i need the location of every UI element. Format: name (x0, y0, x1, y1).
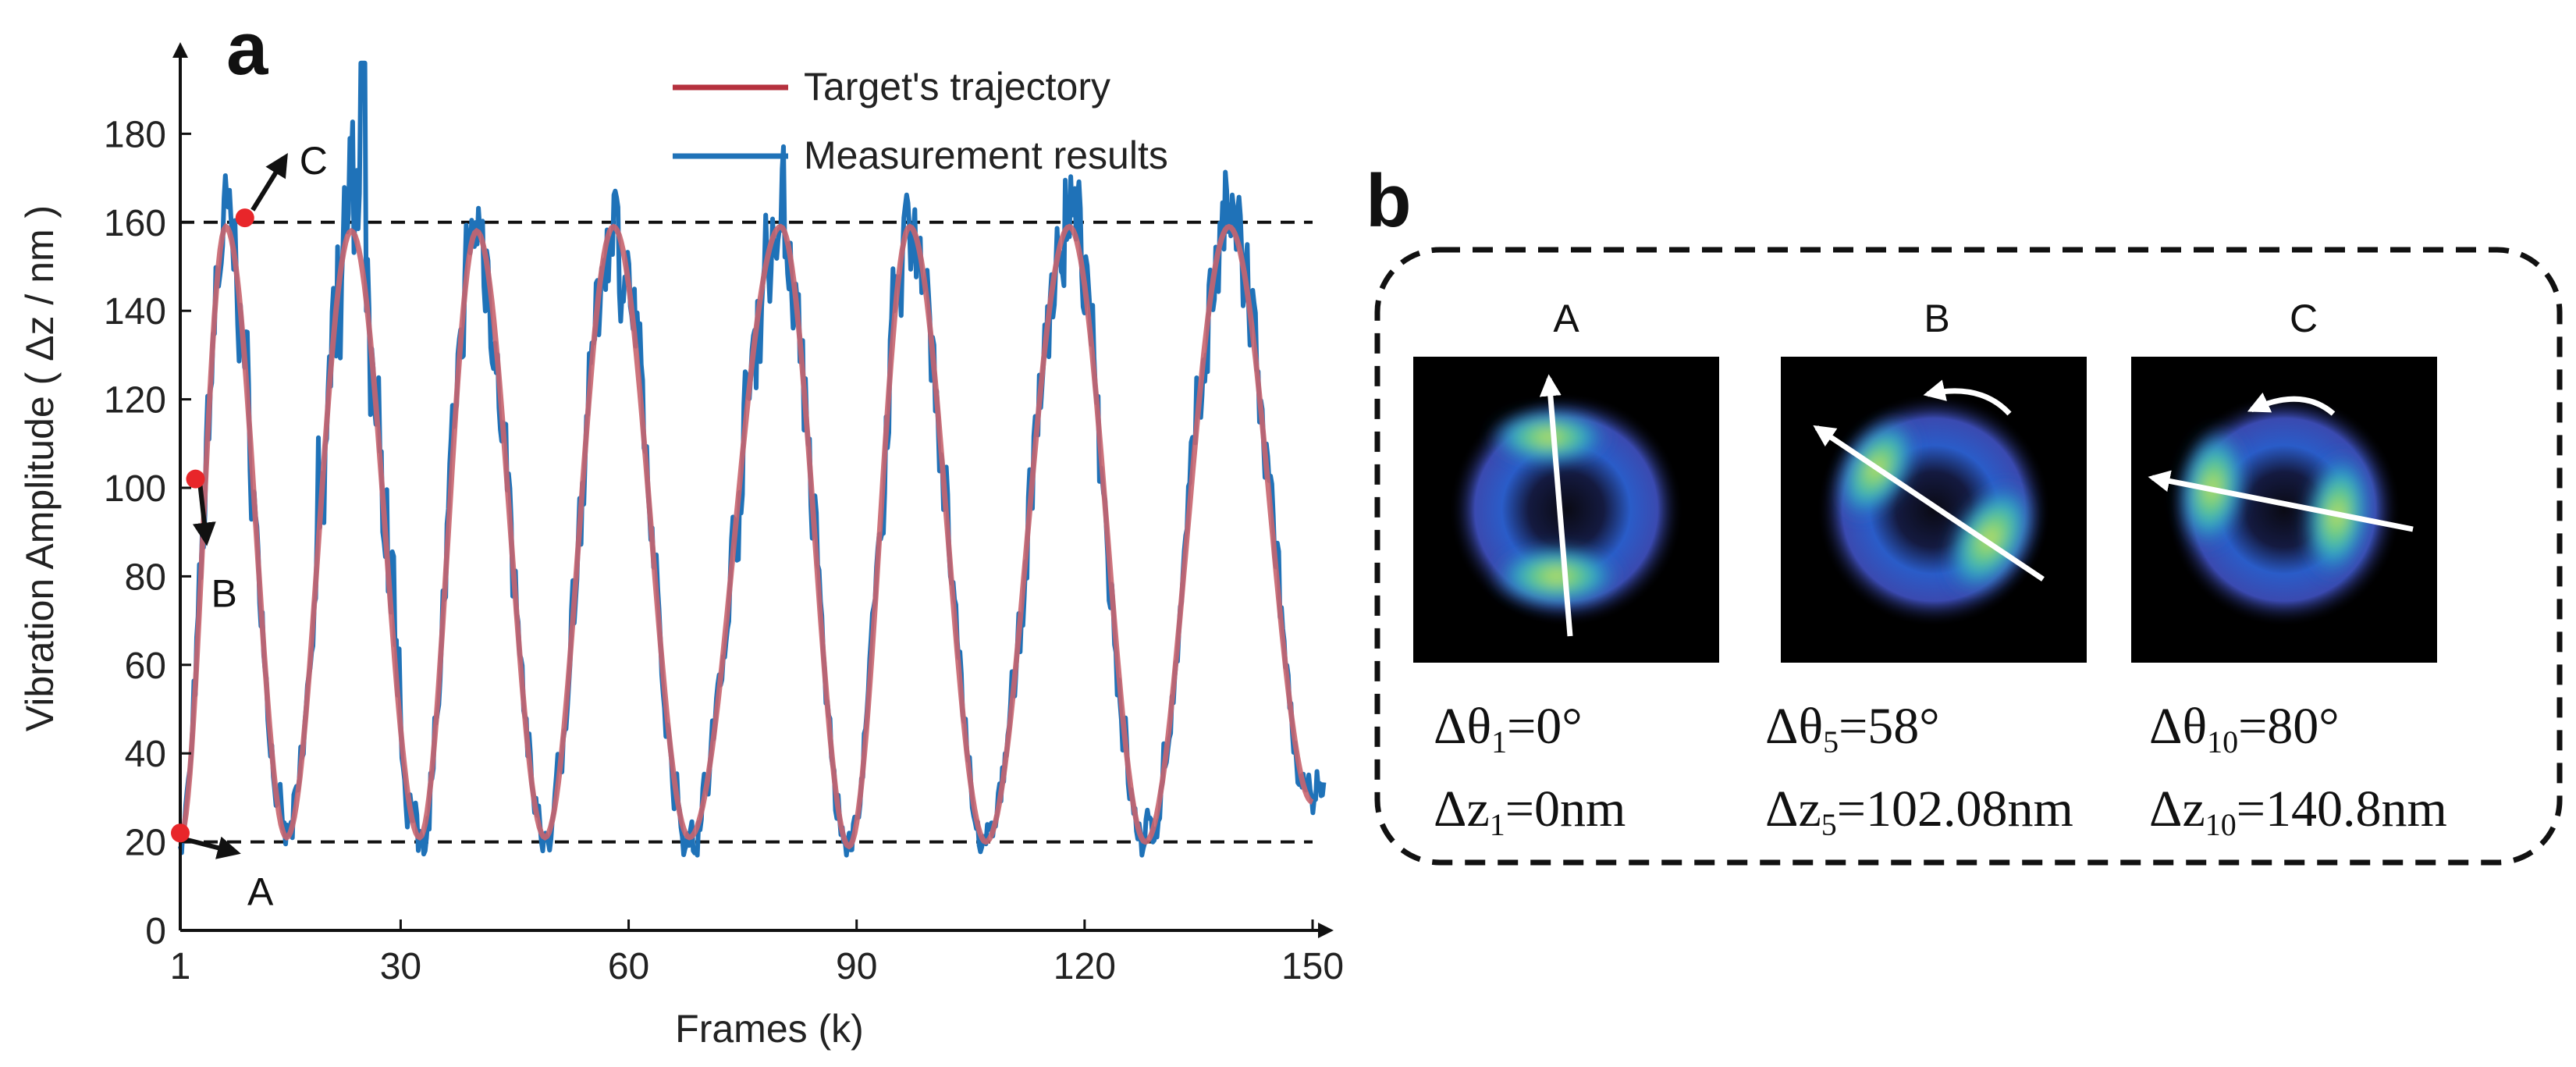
marker-arrow-c (250, 153, 288, 212)
target-line (178, 222, 1314, 850)
image-a-title: A (1553, 297, 1579, 340)
x-ticks: 1 30 60 90 120 150 (170, 919, 1344, 987)
y-ticks: 0 20 40 60 80 100 120 140 160 180 (104, 114, 191, 952)
orientation-arrow-b (1813, 425, 2045, 582)
y-tick-label: 140 (104, 291, 166, 333)
reference-lines (180, 220, 1313, 844)
legend-measurement-label: Measurement results (804, 133, 1168, 177)
marker-point-b (186, 469, 205, 489)
image-b-group: B Δθ5=58° Δz5=102.08nm (1765, 297, 2087, 842)
y-tick-label: 180 (104, 114, 166, 155)
rotation-arrow-b (1923, 379, 2012, 416)
panel-a: a Vibration Amplitude ( Δz / nm ) Frames… (18, 7, 1344, 1051)
image-a-group: A Δθ1=0° Δz1=0nm (1413, 297, 1719, 842)
y-tick-label: 160 (104, 203, 166, 244)
orientation-arrow-a (1539, 374, 1573, 637)
orientation-arrow-c (2148, 470, 2414, 532)
panel-b: b A Δθ1=0° Δz1=0nm B (1366, 159, 2563, 866)
y-tick-label: 60 (125, 646, 166, 687)
x-tick-label: 60 (608, 946, 649, 987)
image-a-theta: Δθ1=0° (1434, 698, 1583, 759)
image-b-theta: Δθ5=58° (1765, 698, 1940, 759)
panel-b-frame (1374, 247, 2563, 866)
point-markers: A B C (171, 139, 328, 913)
image-c-theta: Δθ10=80° (2149, 698, 2340, 759)
y-tick-label: 80 (125, 557, 166, 598)
image-a-z: Δz1=0nm (1434, 781, 1626, 842)
beam-image-c (2131, 357, 2437, 663)
marker-label-a: A (247, 870, 274, 913)
marker-arrow-b (192, 485, 216, 546)
image-c-z: Δz10=140.8nm (2149, 781, 2447, 842)
y-tick-label: 20 (125, 823, 166, 864)
y-axis-title: Vibration Amplitude ( Δz / nm ) (18, 205, 62, 731)
y-tick-label: 0 (145, 911, 166, 952)
marker-arrow-a (184, 836, 241, 859)
x-tick-label: 120 (1053, 946, 1116, 987)
image-b-title: B (1924, 297, 1949, 340)
y-tick-label: 40 (125, 734, 166, 775)
y-tick-label: 120 (104, 380, 166, 421)
beam-image-a (1413, 357, 1719, 663)
measurement-series (178, 60, 1327, 858)
legend-target-label: Target's trajectory (804, 65, 1110, 108)
marker-point-a (171, 823, 190, 843)
marker-point-c (235, 208, 254, 228)
target-series (178, 222, 1314, 850)
panel-a-label: a (226, 7, 268, 91)
measurement-line (178, 60, 1327, 858)
panel-b-label: b (1366, 159, 1412, 243)
image-b-z: Δz5=102.08nm (1765, 781, 2073, 842)
y-tick-label: 100 (104, 468, 166, 510)
beam-image-b (1781, 357, 2087, 663)
image-c-title: C (2290, 297, 2318, 340)
rotation-arrow-c (2247, 392, 2336, 416)
x-tick-label: 30 (380, 946, 421, 987)
legend: Target's trajectory Measurement results (673, 65, 1168, 177)
x-tick-label: 90 (836, 946, 877, 987)
marker-label-c: C (300, 139, 328, 183)
image-c-group: C Δθ10=80° Δz10=140.8nm (2131, 297, 2447, 842)
x-tick-label: 1 (170, 946, 191, 987)
marker-label-b: B (211, 572, 236, 616)
x-tick-label: 150 (1281, 946, 1344, 987)
x-axis-title: Frames (k) (675, 1007, 864, 1051)
